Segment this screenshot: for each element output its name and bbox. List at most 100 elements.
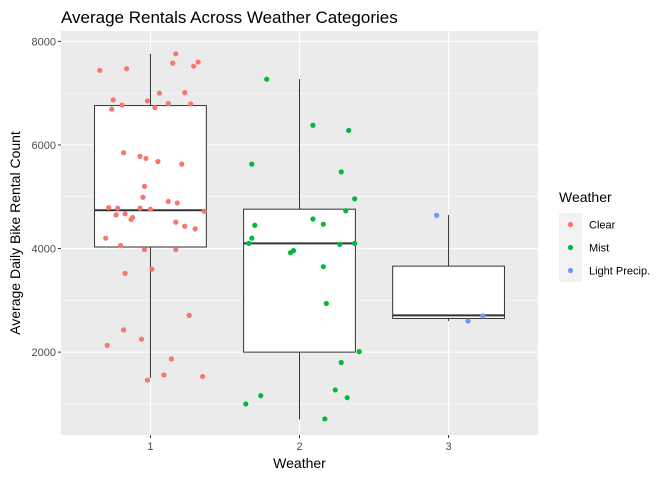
data-point xyxy=(323,300,329,307)
data-point xyxy=(337,241,343,247)
data-point xyxy=(173,246,179,253)
y-axis-title: Average Daily Bike Rental Count xyxy=(7,131,23,335)
y-tick-label: 6000 xyxy=(32,140,56,152)
legend-swatch xyxy=(567,267,574,274)
data-point xyxy=(200,373,206,380)
data-point xyxy=(140,194,146,200)
data-point xyxy=(122,270,128,276)
data-point xyxy=(249,161,255,167)
data-point xyxy=(201,208,207,214)
data-point xyxy=(156,90,162,96)
data-point xyxy=(170,60,176,66)
data-point xyxy=(186,312,192,318)
legend-label: Clear xyxy=(589,220,616,232)
data-point xyxy=(110,97,116,103)
data-point xyxy=(246,240,252,246)
chart-title: Average Rentals Across Weather Categorie… xyxy=(61,8,398,27)
data-point xyxy=(338,359,344,366)
data-point xyxy=(106,205,112,211)
data-point xyxy=(143,155,149,162)
x-axis-title: Weather xyxy=(273,455,326,471)
data-point xyxy=(310,216,316,222)
x-tick-label: 2 xyxy=(296,441,302,453)
data-point xyxy=(113,212,119,218)
data-point xyxy=(343,208,349,214)
data-point xyxy=(322,416,328,422)
x-tick-label: 1 xyxy=(147,441,153,453)
data-point xyxy=(310,122,316,128)
data-point xyxy=(346,127,352,134)
y-tick-label: 4000 xyxy=(32,244,56,256)
data-point xyxy=(144,98,151,104)
data-point xyxy=(287,250,294,256)
data-point xyxy=(119,102,125,108)
legend: Weather Clear Mist Light Precip. xyxy=(559,189,650,282)
points-layer xyxy=(97,51,486,422)
data-point xyxy=(192,226,198,232)
data-point xyxy=(173,51,179,57)
x-tick-label: 3 xyxy=(446,441,452,453)
data-point xyxy=(147,206,154,212)
legend-swatch xyxy=(567,221,574,228)
data-point xyxy=(168,356,174,362)
data-point xyxy=(165,198,171,205)
data-point xyxy=(434,212,440,218)
data-point xyxy=(149,266,155,272)
data-point xyxy=(344,395,350,401)
data-point xyxy=(264,76,270,82)
data-point xyxy=(352,196,358,202)
y-axis: 2000 4000 6000 8000 xyxy=(32,36,61,359)
data-point xyxy=(122,211,128,217)
y-tick-label: 8000 xyxy=(32,36,56,48)
data-point xyxy=(141,246,148,253)
data-point xyxy=(332,387,338,393)
data-point xyxy=(465,318,471,324)
data-point xyxy=(161,372,167,378)
data-point xyxy=(338,169,344,175)
data-point xyxy=(104,342,110,348)
data-point xyxy=(352,240,358,246)
data-point xyxy=(252,222,258,228)
data-point xyxy=(173,219,179,225)
data-point xyxy=(137,153,143,159)
data-point xyxy=(144,377,151,383)
data-point xyxy=(249,235,255,241)
legend-swatch xyxy=(567,244,574,251)
data-point xyxy=(137,205,143,211)
boxes-layer xyxy=(94,105,505,353)
data-point xyxy=(258,393,264,399)
data-point xyxy=(188,101,194,107)
data-point xyxy=(138,336,145,342)
data-point xyxy=(191,63,197,69)
data-point xyxy=(320,264,326,270)
data-point xyxy=(356,349,362,355)
legend-title: Weather xyxy=(559,189,612,205)
box xyxy=(94,105,207,248)
data-point xyxy=(165,100,171,107)
data-point xyxy=(480,313,486,319)
data-point xyxy=(182,90,188,96)
data-point xyxy=(128,216,134,223)
box xyxy=(243,208,356,353)
data-point xyxy=(103,235,109,241)
y-tick-label: 2000 xyxy=(32,347,56,359)
data-point xyxy=(121,150,127,156)
data-point xyxy=(152,105,158,111)
data-point xyxy=(243,401,249,407)
data-point xyxy=(174,200,180,206)
data-point xyxy=(195,59,201,65)
box xyxy=(392,265,505,319)
legend-label: Light Precip. xyxy=(589,266,650,278)
data-point xyxy=(121,327,127,333)
data-point xyxy=(118,242,124,249)
data-point xyxy=(97,67,103,73)
data-point xyxy=(123,66,130,72)
data-point xyxy=(109,106,115,112)
data-point xyxy=(155,158,161,165)
data-point xyxy=(115,205,121,211)
data-point xyxy=(179,161,185,167)
x-axis: 1 2 3 xyxy=(147,435,452,453)
data-point xyxy=(141,183,148,189)
data-point xyxy=(320,221,326,227)
